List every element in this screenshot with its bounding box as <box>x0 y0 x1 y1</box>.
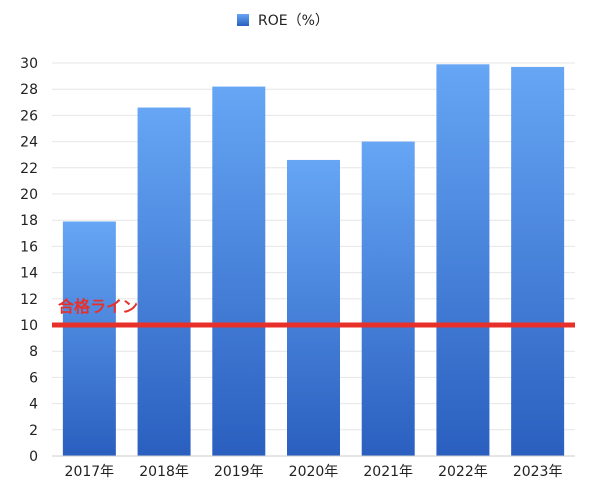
y-tick-label: 22 <box>20 161 38 177</box>
y-tick-label: 16 <box>20 239 38 255</box>
y-tick-label: 14 <box>20 266 38 282</box>
y-tick-label: 20 <box>20 187 38 203</box>
y-tick-label: 12 <box>20 292 38 308</box>
y-tick-label: 24 <box>20 135 38 151</box>
x-tick-label: 2022年 <box>438 464 488 480</box>
legend-label: ROE（%） <box>258 13 329 29</box>
y-tick-label: 18 <box>20 213 38 229</box>
y-tick-label: 6 <box>29 370 38 386</box>
y-tick-label: 28 <box>20 82 38 98</box>
bar-2019年 <box>212 86 266 456</box>
bar-2018年 <box>137 107 191 456</box>
y-tick-label: 26 <box>20 108 38 124</box>
bar-2023年 <box>511 66 565 457</box>
x-tick-label: 2023年 <box>513 464 563 480</box>
y-tick-label: 0 <box>29 449 38 465</box>
x-tick-label: 2020年 <box>289 464 339 480</box>
y-tick-label: 10 <box>20 318 38 334</box>
y-tick-label: 30 <box>20 56 38 72</box>
x-tick-label: 2021年 <box>363 464 413 480</box>
threshold-label: 合格ライン <box>58 297 138 316</box>
x-tick-label: 2017年 <box>65 464 115 480</box>
bar-2017年 <box>62 221 116 456</box>
bar-2021年 <box>361 141 415 456</box>
bar-2020年 <box>287 159 340 456</box>
y-tick-label: 8 <box>29 344 38 360</box>
x-axis-ticks: 2017年 2018年 2019年 2020年 2021年 2022年 2023年 <box>65 464 563 480</box>
y-tick-label: 2 <box>29 423 38 439</box>
legend: ROE（%） <box>237 13 329 29</box>
x-tick-label: 2019年 <box>214 464 264 480</box>
bar-2022年 <box>436 64 490 456</box>
y-tick-label: 4 <box>29 397 38 413</box>
x-tick-label: 2018年 <box>139 464 189 480</box>
threshold: 合格ライン <box>52 297 575 328</box>
bars <box>62 64 565 457</box>
legend-swatch <box>237 14 249 26</box>
